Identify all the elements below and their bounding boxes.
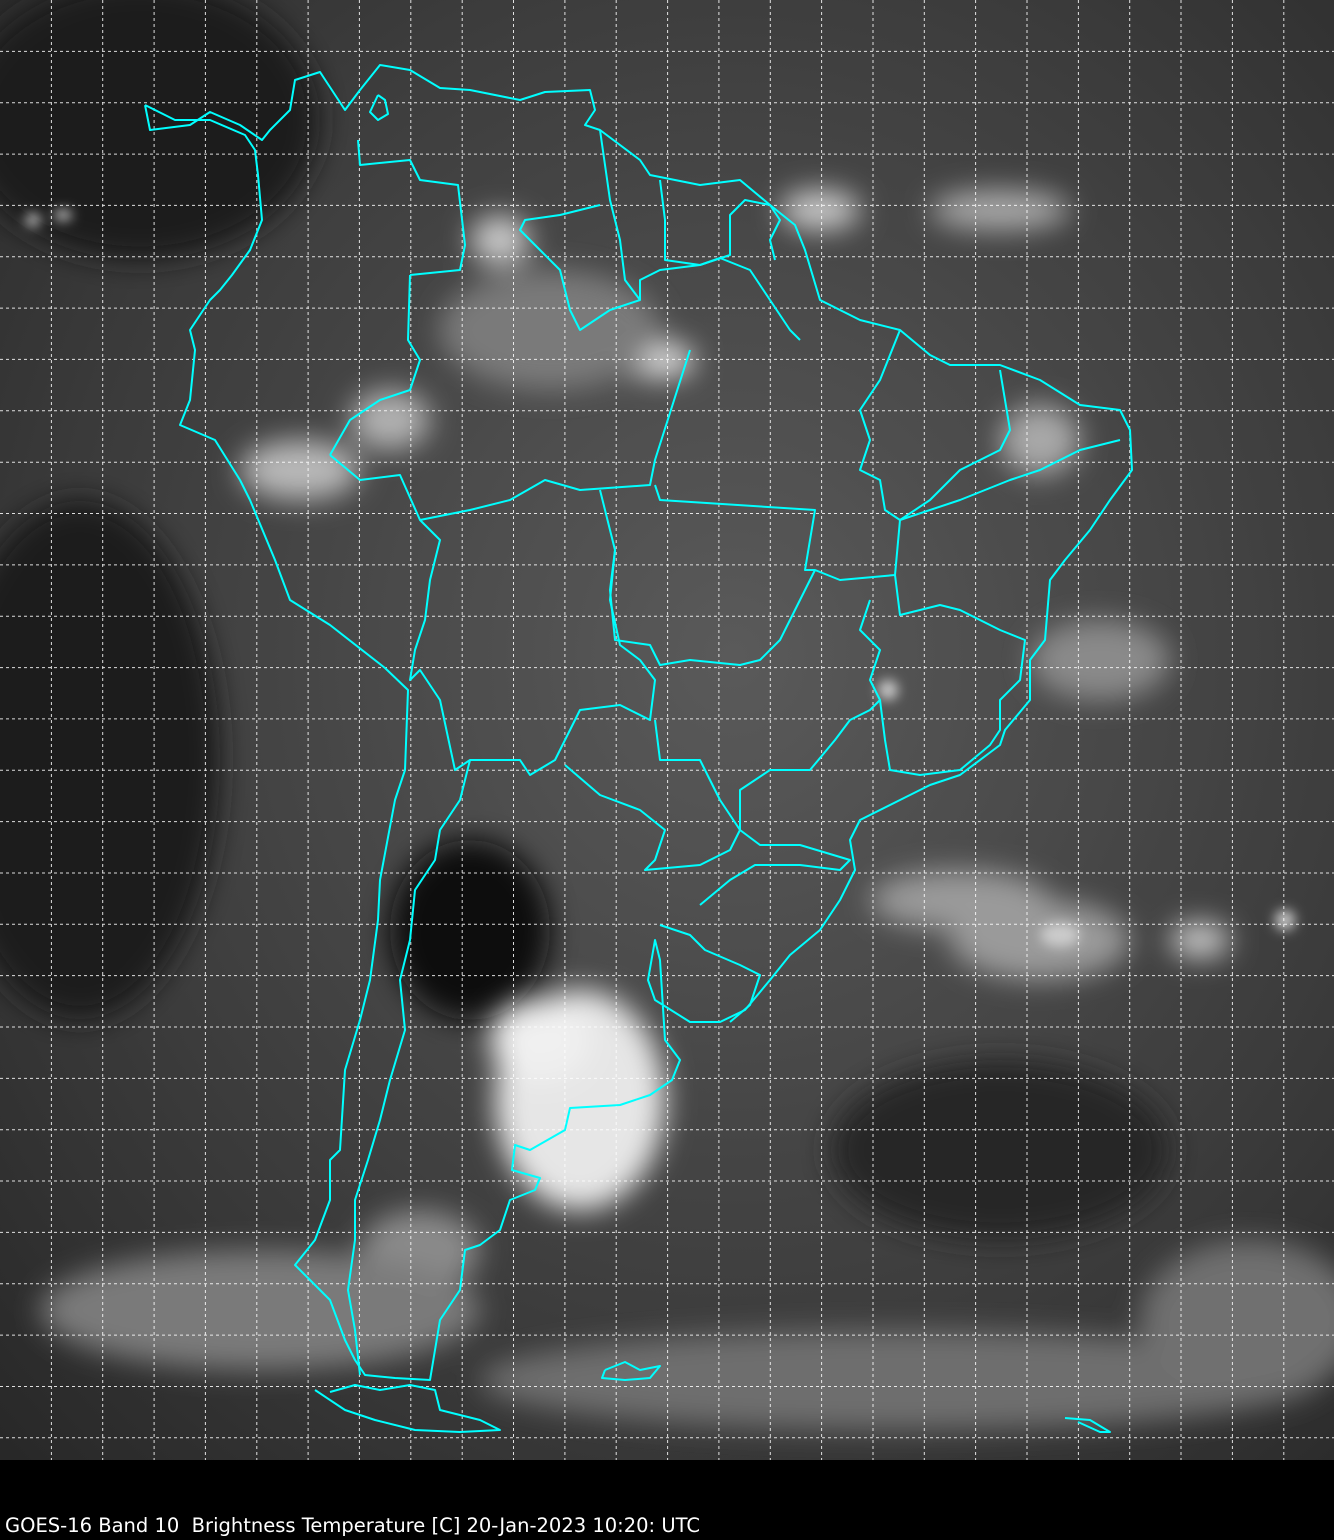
border-brazil-west — [357, 139, 466, 276]
falkland-islands — [601, 1361, 661, 1381]
border-bolivia — [409, 489, 656, 776]
border-guianas — [519, 129, 641, 331]
cloud-features — [40, 190, 1334, 1430]
small-clouds — [26, 210, 1295, 947]
satellite-image — [0, 0, 1334, 1460]
border-brazil-southeast — [879, 574, 1026, 776]
border-brazil-south — [699, 599, 881, 906]
border-uruguay — [659, 924, 761, 1023]
dark-regions — [0, 0, 1170, 1240]
border-paraguay — [564, 719, 741, 871]
border-suriname-guyana — [659, 179, 781, 266]
border-colombia-peru — [329, 274, 421, 456]
coastline-borders — [144, 64, 1133, 1433]
graticule-grid — [0, 0, 1334, 1460]
lake-maracaibo — [369, 94, 389, 121]
border-mato-grosso — [609, 549, 816, 666]
border-peru-brazil — [329, 349, 691, 521]
image-caption: GOES-16 Band 10 Brightness Temperature [… — [5, 1514, 700, 1537]
border-argentina-chile — [347, 759, 471, 1376]
tierra-del-fuego — [314, 1384, 501, 1433]
border-brazil-northeast — [859, 329, 1011, 521]
south-georgia — [1064, 1417, 1111, 1433]
